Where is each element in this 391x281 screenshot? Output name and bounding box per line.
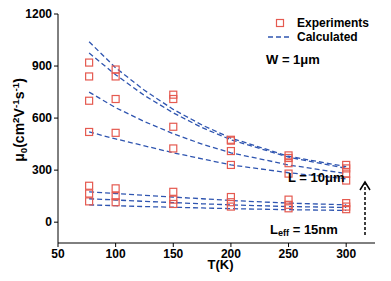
svg-text:100: 100 bbox=[106, 247, 126, 261]
svg-text:150: 150 bbox=[163, 247, 183, 261]
html-text:V: V bbox=[11, 108, 28, 118]
svg-text:200: 200 bbox=[220, 246, 241, 261]
html-text:(cm: (cm bbox=[11, 122, 28, 148]
html-text:μ: μ bbox=[11, 153, 28, 162]
html-text:-1: -1 bbox=[10, 99, 22, 109]
html-text:Experiments: Experiments bbox=[297, 16, 369, 30]
svg-text:900: 900 bbox=[32, 59, 52, 73]
svg-text:300: 300 bbox=[32, 163, 52, 177]
html-text:s: s bbox=[11, 91, 28, 100]
html-text:-1: -1 bbox=[10, 82, 22, 92]
html-text:2: 2 bbox=[10, 117, 22, 123]
svg-text:50: 50 bbox=[51, 247, 65, 261]
svg-text:0: 0 bbox=[45, 215, 52, 229]
svg-text:250: 250 bbox=[279, 247, 299, 261]
html-text:Calculated: Calculated bbox=[297, 30, 358, 44]
html-text:L = 10μm: L = 10μm bbox=[288, 170, 345, 185]
html-text:T(K): T(K) bbox=[207, 257, 234, 272]
html-text:W = 1μm: W = 1μm bbox=[266, 52, 320, 67]
svg-text:1200: 1200 bbox=[25, 8, 52, 21]
svg-text:600: 600 bbox=[32, 111, 52, 125]
html-text:0: 0 bbox=[17, 147, 29, 154]
svg-text:300: 300 bbox=[336, 247, 356, 261]
html-text:Leff= 15nm: Leff= 15nm bbox=[270, 222, 338, 239]
